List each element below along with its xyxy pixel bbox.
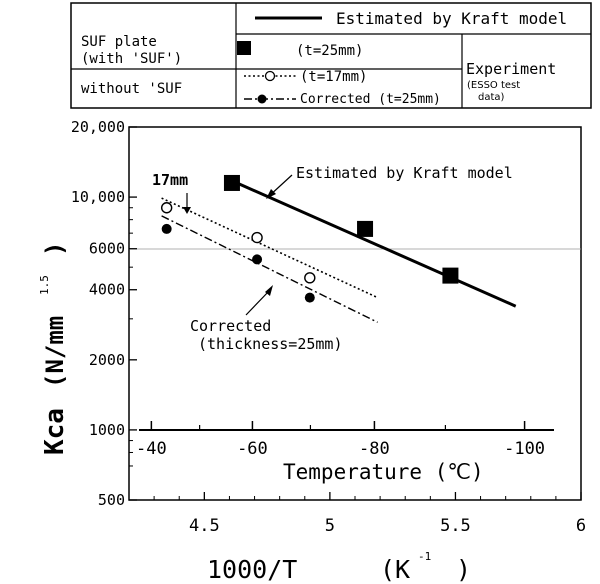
temperature-tick-label: -60 <box>237 439 268 459</box>
legend-suf-label-line2: (with 'SUF') <box>81 51 182 67</box>
legend-kraft-label: Estimated by Kraft model <box>336 9 567 28</box>
temperature-tick-label: -40 <box>136 439 167 459</box>
y-axis: 500 1000 2000 4000 6000 10,000 20,000 <box>71 118 137 509</box>
y-axis-unit-exponent: 1.5 <box>38 275 51 295</box>
x-axis-unit-open: (K <box>380 555 410 584</box>
y-tick-label: 500 <box>98 491 125 509</box>
legend-experiment-note-line1: (ESSO test <box>467 80 520 91</box>
x-axis-label: 1000/T <box>207 555 297 584</box>
point-square <box>357 220 374 237</box>
x-tick-label: 4.5 <box>189 516 220 536</box>
annotation-corrected-leader <box>245 289 271 316</box>
series-markers <box>160 174 459 303</box>
x-tick-label: 6 <box>576 516 586 536</box>
point-square <box>223 174 240 191</box>
annotation-kraft: Estimated by Kraft model <box>296 164 513 182</box>
legend-nosuf-label: without 'SUF <box>81 81 182 97</box>
annotation-kraft-arrowhead <box>266 189 276 199</box>
y-axis-unit-open: (N/mm <box>41 316 69 388</box>
legend-suf-label-line1: SUF plate <box>81 34 157 50</box>
x-tick-label: 5.5 <box>440 516 471 536</box>
y-axis-label: Kca <box>40 408 70 455</box>
legend-nosuf-17-label: (t=17mm) <box>300 69 367 85</box>
temperature-tick-label: -80 <box>359 439 390 459</box>
series-line-solid <box>236 181 517 308</box>
point-filled-circle <box>161 223 172 234</box>
x-tick-label: 5 <box>325 516 335 536</box>
annotation-corrected-arrowhead <box>265 285 273 296</box>
point-open-circle <box>160 202 173 214</box>
y-axis-unit-close: ) <box>41 242 69 256</box>
legend-experiment-label: Experiment <box>466 60 556 78</box>
annotation-17mm: 17mm <box>152 171 188 189</box>
y-tick-label: 2000 <box>89 351 125 369</box>
annotations: Estimated by Kraft model 17mm Corrected … <box>152 164 513 353</box>
x-axis-unit-close: ) <box>456 555 471 584</box>
point-filled-circle <box>304 292 315 303</box>
legend-experiment-note-line2: data) <box>478 92 505 103</box>
annotation-corrected-line2: (thickness=25mm) <box>198 335 343 353</box>
legend-open-circle-marker <box>264 70 276 82</box>
legend-filled-circle-marker <box>257 94 267 104</box>
temperature-axis-label: Temperature (℃) <box>283 460 484 484</box>
legend-square-marker <box>237 41 251 55</box>
y-tick-label: 6000 <box>89 240 125 258</box>
point-open-circle <box>304 272 316 284</box>
legend-suf-25-label: (t=25mm) <box>296 43 363 59</box>
y-tick-label: 4000 <box>89 281 125 299</box>
legend-table: Estimated by Kraft model SUF plate (with… <box>70 2 592 109</box>
annotation-corrected-line1: Corrected <box>190 317 271 335</box>
temperature-tick-label: -100 <box>504 439 545 459</box>
temperature-axis: -40 -60 -80 -100 <box>136 421 554 459</box>
y-tick-label: 10,000 <box>71 188 125 206</box>
point-square <box>442 267 459 284</box>
annotation-17mm-arrowhead <box>183 207 191 214</box>
y-tick-label: 20,000 <box>71 118 125 136</box>
x-axis-unit-exponent: -1 <box>418 550 431 563</box>
point-filled-circle <box>252 254 263 265</box>
series-lines <box>161 181 517 323</box>
x-axis: 4.5 5 5.5 6 <box>153 492 586 536</box>
series-line-dotted <box>161 197 378 299</box>
y-tick-label: 1000 <box>89 421 125 439</box>
point-open-circle <box>251 231 263 244</box>
legend-corrected-25-label: Corrected (t=25mm) <box>300 92 441 107</box>
